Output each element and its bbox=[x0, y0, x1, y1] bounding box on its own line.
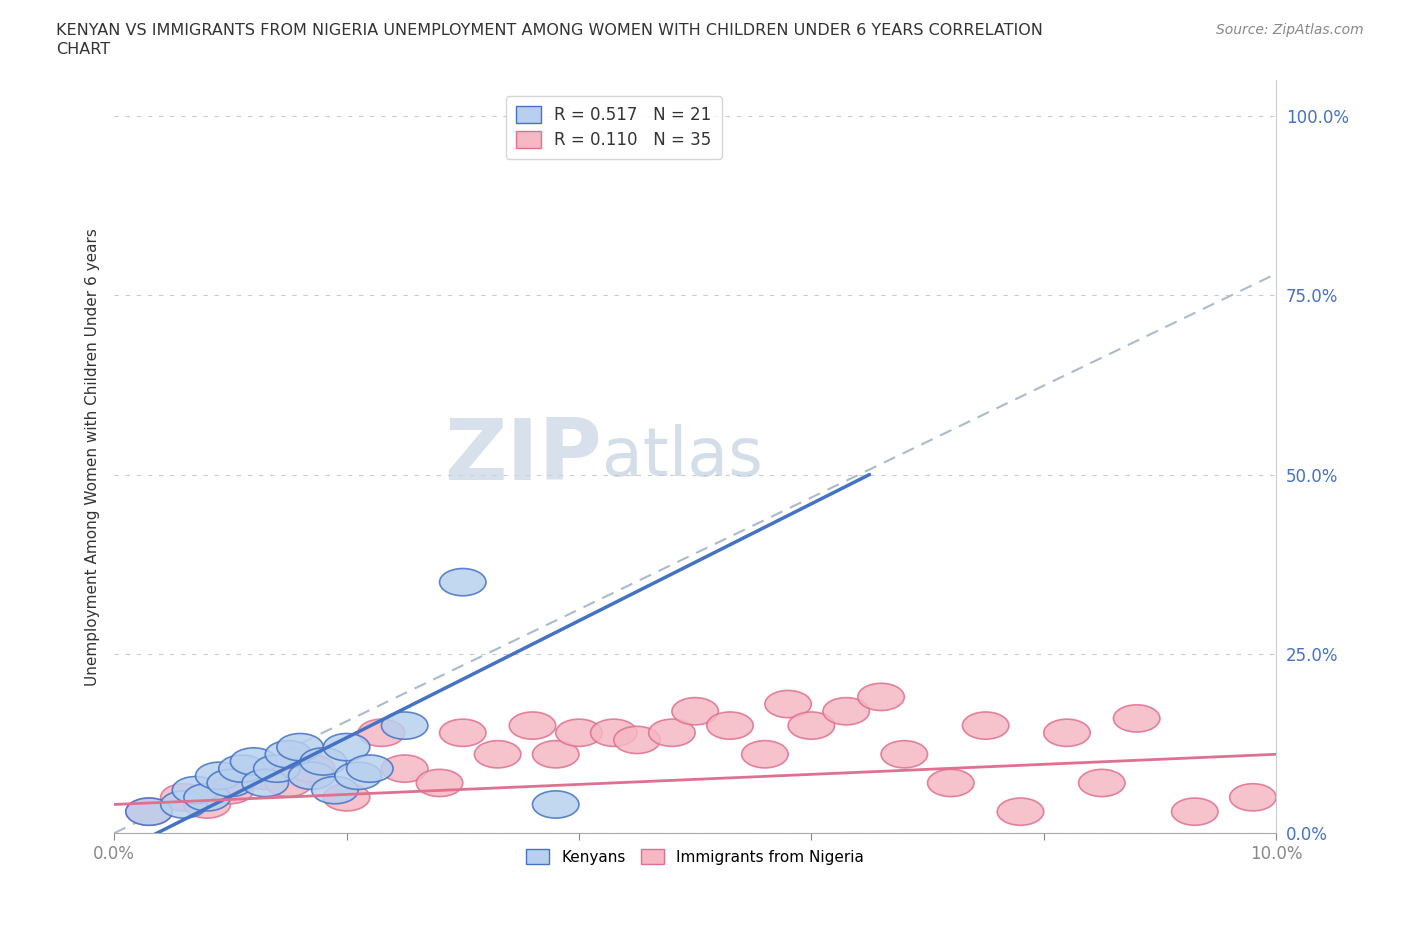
Legend: Kenyans, Immigrants from Nigeria: Kenyans, Immigrants from Nigeria bbox=[520, 843, 870, 870]
Text: KENYAN VS IMMIGRANTS FROM NIGERIA UNEMPLOYMENT AMONG WOMEN WITH CHILDREN UNDER 6: KENYAN VS IMMIGRANTS FROM NIGERIA UNEMPL… bbox=[56, 23, 1043, 38]
Text: CHART: CHART bbox=[56, 42, 110, 57]
Text: atlas: atlas bbox=[602, 424, 763, 489]
Text: ZIP: ZIP bbox=[444, 415, 602, 498]
Text: Source: ZipAtlas.com: Source: ZipAtlas.com bbox=[1216, 23, 1364, 37]
Y-axis label: Unemployment Among Women with Children Under 6 years: Unemployment Among Women with Children U… bbox=[86, 228, 100, 685]
